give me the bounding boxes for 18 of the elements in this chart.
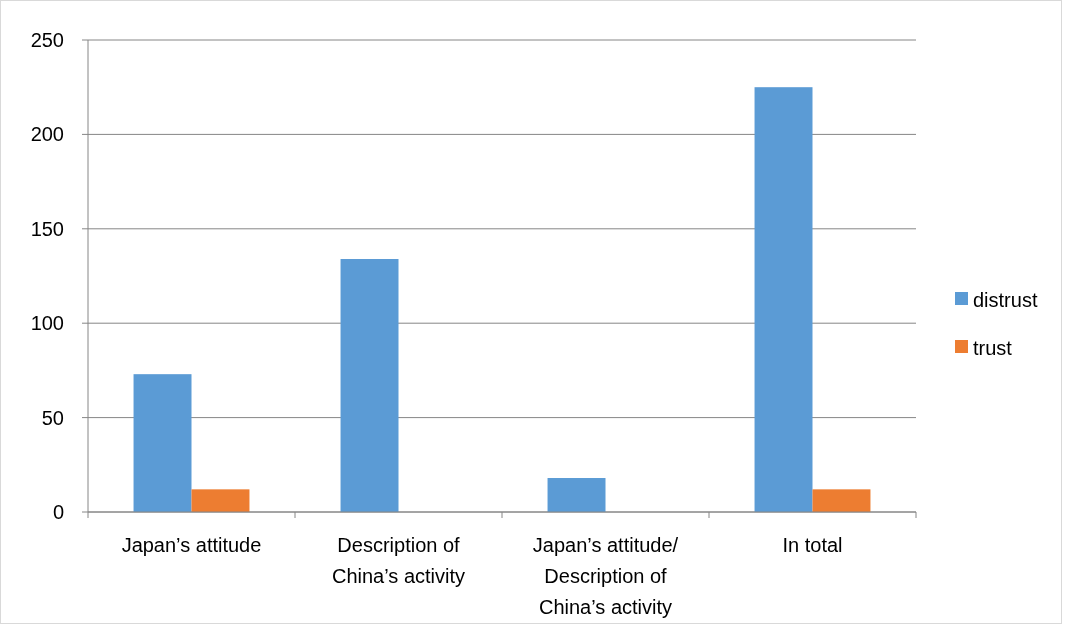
x-tick-label: Description of China’s activity	[331, 534, 466, 587]
y-tick-label: 100	[30, 312, 64, 335]
y-tick-label: 0	[52, 501, 64, 523]
bar	[812, 489, 871, 512]
bar	[191, 489, 250, 512]
legend-label: distrust	[973, 289, 1038, 311]
x-tick-label: In total	[782, 534, 843, 556]
bar	[340, 259, 399, 512]
y-tick-label: 250	[30, 29, 64, 51]
y-tick-label: 150	[30, 217, 64, 240]
bar	[133, 374, 192, 512]
legend-label: trust	[973, 337, 1013, 359]
y-tick-label: 50	[41, 406, 64, 429]
y-tick-label: 200	[30, 123, 64, 146]
x-tick-label: Japan’s attitude/ Description of China’s activity	[532, 534, 679, 618]
x-tick-label: Japan’s attitude	[121, 534, 262, 556]
bar	[547, 478, 606, 512]
bar	[754, 87, 813, 512]
